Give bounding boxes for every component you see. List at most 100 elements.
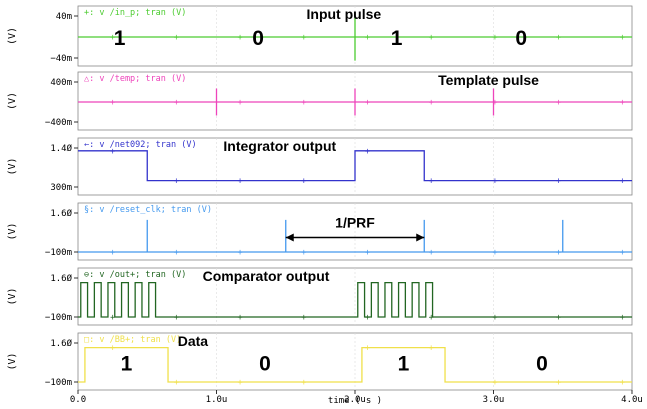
panel-3-trace-marker: + xyxy=(429,177,434,187)
panel-5-annotation: Comparator output xyxy=(203,268,330,284)
panel-6-bit-label: 0 xyxy=(536,353,548,376)
panel-1-trace-marker: + xyxy=(237,33,242,43)
panel-4-trace-marker: + xyxy=(237,248,242,258)
panel-6-ytick-label: 1.6Ø xyxy=(50,338,72,349)
panel-2-trace-marker: + xyxy=(301,98,306,108)
panel-1-trace-marker: + xyxy=(429,33,434,43)
panel-5-trace-marker: + xyxy=(365,313,370,323)
x-tick-label: 3.0u xyxy=(483,395,505,405)
panel-3-trace-marker: + xyxy=(365,147,370,157)
panel-6-trace-marker: + xyxy=(620,378,625,388)
panel-5-ytick-label: 1.6Ø xyxy=(50,273,72,284)
panel-1-bit-label: 0 xyxy=(515,27,527,50)
panel-1-bit-label: 0 xyxy=(252,27,264,50)
panel-6-trace-marker: + xyxy=(365,344,370,354)
x-axis-label: time ( s ) xyxy=(328,396,382,406)
panel-3-trace-marker: + xyxy=(174,177,179,187)
panel-2-trace-marker: + xyxy=(429,98,434,108)
panel-5-signal-name: ⊖: v /out+; tran (V) xyxy=(84,270,186,280)
panel-1-trace-marker: + xyxy=(301,33,306,43)
panel-3-trace-marker: + xyxy=(620,177,625,187)
panel-6-trace-marker: + xyxy=(110,344,115,354)
panel-2-trace-marker: + xyxy=(110,98,115,108)
panel-1-ytick-label: −40m xyxy=(50,54,72,64)
panel-1-signal-name: +: v /in_p; tran (V) xyxy=(84,8,186,18)
panel-3-trace-marker: + xyxy=(556,177,561,187)
panel-1-trace-marker: + xyxy=(620,33,625,43)
panel-5-trace-marker: + xyxy=(301,313,306,323)
panel-4-ytick-label: −100m xyxy=(45,248,72,258)
panel-4-trace-marker: + xyxy=(301,248,306,258)
panel-1-trace-marker: + xyxy=(365,33,370,43)
panel-4-trace-marker: + xyxy=(110,248,115,258)
panel-1-bit-label: 1 xyxy=(114,27,126,50)
panel-3-annotation: Integrator output xyxy=(223,138,336,154)
panel-4-trace-marker: + xyxy=(556,248,561,258)
panel-5-ylabel: (V) xyxy=(7,287,18,305)
panel-4-span-arrow-left xyxy=(285,233,294,242)
panel-6-trace-marker: + xyxy=(492,378,497,388)
panel-3-ylabel: (V) xyxy=(7,157,18,175)
panel-6-bit-label: 1 xyxy=(398,353,410,376)
panel-6-bit-label: 0 xyxy=(259,353,271,376)
panel-4-trace-marker: + xyxy=(620,248,625,258)
panel-1-ytick-label: 40m xyxy=(56,12,72,22)
panel-2-annotation: Template pulse xyxy=(438,72,539,88)
panel-2-trace-marker: + xyxy=(237,98,242,108)
panel-6-ytick-label: −100m xyxy=(45,378,72,388)
panel-6-trace-marker: + xyxy=(556,378,561,388)
panel-5-trace-marker: + xyxy=(492,313,497,323)
panel-4-span-arrow-right xyxy=(416,233,425,242)
panel-1-bit-label: 1 xyxy=(391,27,403,50)
panel-4-signal-name: §: v /reset_clk; tran (V) xyxy=(84,205,212,215)
panel-2-trace-marker: + xyxy=(556,98,561,108)
panel-6-bit-label: 1 xyxy=(121,353,133,376)
panel-3-ytick-label: 300m xyxy=(50,183,72,193)
panel-4-trace-marker: + xyxy=(174,248,179,258)
panel-2-ylabel: (V) xyxy=(7,92,18,110)
panel-3-trace xyxy=(78,150,632,182)
panel-6-ylabel: (V) xyxy=(7,352,18,370)
panel-4-ytick-label: 1.6Ø xyxy=(50,208,72,219)
panel-1-trace-marker: + xyxy=(110,33,115,43)
panel-2-trace-marker: + xyxy=(620,98,625,108)
panel-6-trace xyxy=(78,346,632,383)
panel-2-signal-name: △: v /temp; tran (V) xyxy=(84,74,186,84)
panel-5-trace-marker: + xyxy=(620,313,625,323)
panel-6-trace-marker: + xyxy=(237,378,242,388)
panel-3-trace-marker: + xyxy=(237,177,242,187)
panel-5-ytick-label: −100m xyxy=(45,313,72,323)
panel-3-trace-marker: + xyxy=(301,177,306,187)
panel-5-trace-marker: + xyxy=(174,313,179,323)
panel-1-annotation: Input pulse xyxy=(307,6,382,22)
panel-4-trace-marker: + xyxy=(492,248,497,258)
x-tick-label: 4.0u xyxy=(621,395,643,405)
panel-3-ytick-label: 1.4Ø xyxy=(50,143,72,154)
panel-1-trace-marker: + xyxy=(556,33,561,43)
panel-2-ytick-label: 400m xyxy=(50,78,72,88)
panel-2-ytick-label: −400m xyxy=(45,118,72,128)
panel-1-trace-marker: + xyxy=(492,33,497,43)
x-tick-label: 0.0 xyxy=(70,395,86,405)
panel-2-trace-marker: + xyxy=(492,98,497,108)
panel-2-trace-marker: + xyxy=(365,98,370,108)
panel-5-trace-marker: + xyxy=(429,313,434,323)
panel-1-trace-marker: + xyxy=(174,33,179,43)
panel-3-trace-marker: + xyxy=(492,177,497,187)
panel-6-trace-marker: + xyxy=(174,378,179,388)
panel-6-trace-marker: + xyxy=(301,378,306,388)
panel-5-trace-marker: + xyxy=(556,313,561,323)
panel-4-trace-marker: + xyxy=(429,248,434,258)
panel-5-trace-marker: + xyxy=(110,313,115,323)
panel-3-signal-name: ←: v /net092; tran (V) xyxy=(84,140,197,150)
panel-5-trace xyxy=(78,281,632,318)
panel-2-trace-marker: + xyxy=(174,98,179,108)
panel-5-trace-marker: + xyxy=(237,313,242,323)
panel-4-trace-marker: + xyxy=(365,248,370,258)
panel-4-ylabel: (V) xyxy=(7,222,18,240)
x-tick-label: 2.0u xyxy=(344,395,366,405)
panel-6-signal-name: □: v /BB+; tran (V) xyxy=(84,335,181,345)
panel-6-trace-marker: + xyxy=(429,344,434,354)
x-tick-label: 1.0u xyxy=(206,395,228,405)
